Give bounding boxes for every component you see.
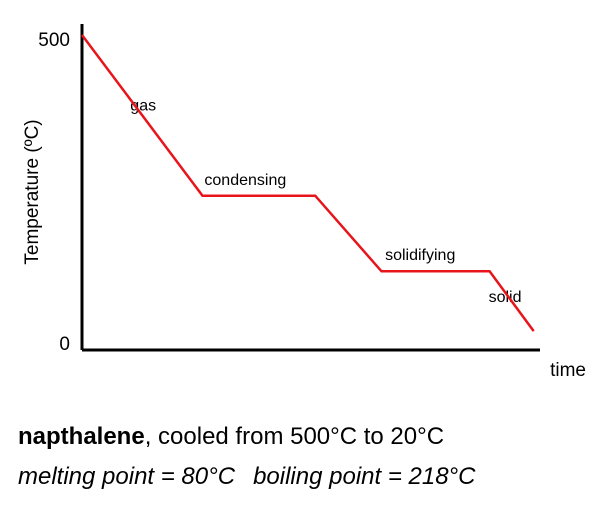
cooling-curve-line bbox=[80, 34, 535, 332]
boiling-point-text: boiling point = 218°C bbox=[253, 463, 476, 490]
phase-label-condensing: condensing bbox=[204, 172, 286, 189]
cooling-curve-chart: 500 0 Temperature (ºC) time gas condensin… bbox=[22, 24, 586, 381]
y-axis-label: Temperature (ºC) bbox=[22, 119, 43, 264]
phase-label-solidifying: solidifying bbox=[385, 247, 455, 264]
x-axis-label: time bbox=[550, 360, 586, 381]
phase-label-gas: gas bbox=[130, 98, 156, 115]
y-tick-label-max: 500 bbox=[38, 30, 70, 51]
y-tick-label-min: 0 bbox=[59, 334, 70, 355]
cooling-description: , cooled from 500°C to 20°C bbox=[144, 423, 445, 450]
substance-name: napthalene bbox=[18, 423, 145, 450]
caption-line-1: napthalene, cooled from 500°C to 20°C bbox=[18, 423, 444, 451]
caption-line-2: melting point = 80°C boiling point = 218°… bbox=[18, 463, 475, 491]
melting-point-text: melting point = 80°C bbox=[18, 463, 236, 490]
